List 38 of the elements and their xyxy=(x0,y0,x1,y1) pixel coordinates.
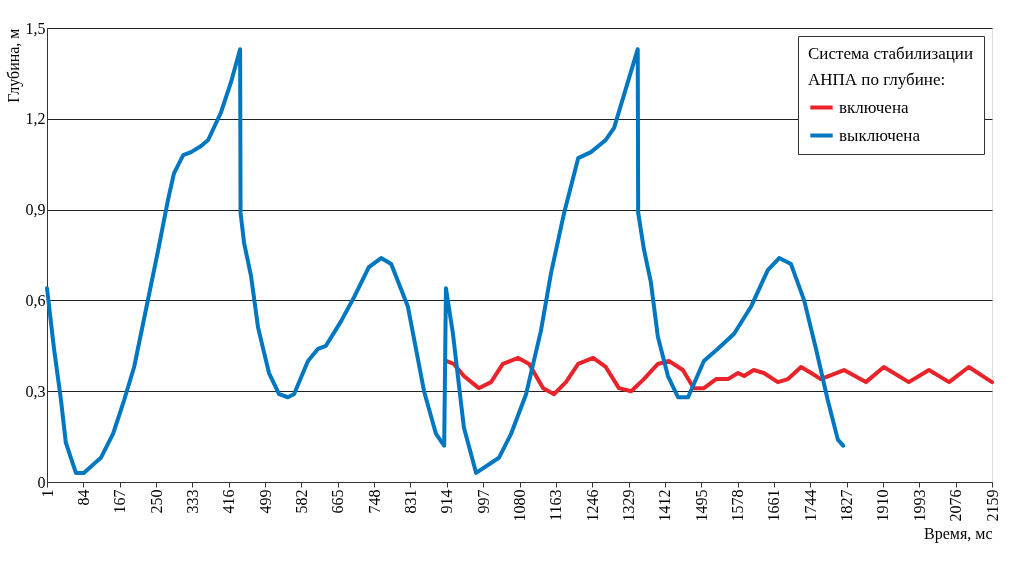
x-tick-label: 1 xyxy=(38,489,56,498)
x-tick-label: 665 xyxy=(329,489,347,514)
x-tick-label: 2159 xyxy=(983,489,1001,522)
x-tick-label: 1744 xyxy=(801,489,819,522)
x-tick-label: 1578 xyxy=(729,489,747,522)
x-tick-label: 499 xyxy=(256,489,274,514)
x-tick-label: 250 xyxy=(147,489,165,514)
x-tick-label: 84 xyxy=(74,489,92,506)
x-tick-label: 831 xyxy=(401,489,419,514)
legend-label: включена xyxy=(839,97,910,117)
x-tick-label: 1163 xyxy=(547,489,565,521)
x-tick-label: 416 xyxy=(220,489,238,514)
x-tick-label: 748 xyxy=(365,489,383,514)
x-tick-label: 1910 xyxy=(874,489,892,522)
x-tick-label: 1329 xyxy=(620,489,638,522)
y-tick-label: 0,3 xyxy=(25,382,46,400)
x-tick-label: 2076 xyxy=(947,489,965,522)
x-tick-label: 914 xyxy=(438,489,456,514)
y-tick-label: 0,6 xyxy=(25,291,46,309)
x-tick-label: 1495 xyxy=(692,489,710,522)
x-tick-label: 997 xyxy=(474,489,492,514)
x-tick-label: 1993 xyxy=(910,489,928,522)
y-tick-label: 0 xyxy=(37,473,46,491)
y-tick-label: 1,5 xyxy=(25,19,46,37)
x-axis-title: Время, мс xyxy=(924,524,993,543)
x-tick-label: 167 xyxy=(111,489,129,514)
x-tick-label: 1412 xyxy=(656,489,674,522)
x-tick-label: 1246 xyxy=(583,489,601,522)
legend-title: Система стабилизации АНПА по глубине: xyxy=(808,44,974,89)
y-tick-label: 1,2 xyxy=(25,110,46,128)
x-tick-label: 1661 xyxy=(765,489,783,522)
x-tick-label: 1080 xyxy=(511,489,528,522)
x-tick-label: 582 xyxy=(292,489,310,514)
y-axis-title: Глубина, м xyxy=(4,28,23,103)
x-tick-label: 333 xyxy=(183,489,201,514)
x-tick-label: 1827 xyxy=(838,489,856,522)
y-tick-label: 0,9 xyxy=(25,201,46,219)
legend-label: выключена xyxy=(839,125,921,145)
